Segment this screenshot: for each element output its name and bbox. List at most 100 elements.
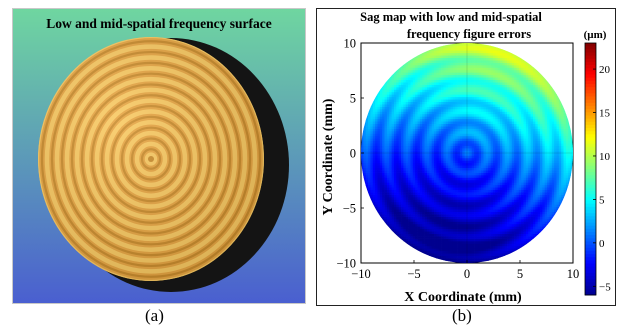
- heatmap-cell: [403, 192, 407, 195]
- heatmap-cell: [441, 123, 444, 127]
- heatmap-cell: [471, 79, 475, 83]
- heatmap-cell: [368, 184, 371, 188]
- heatmap-cell: [504, 238, 508, 242]
- heatmap-cell: [417, 238, 421, 242]
- heatmap-cell: [445, 206, 449, 210]
- heatmap-cell: [434, 238, 437, 242]
- heatmap-cell: [443, 116, 447, 120]
- heatmap-cell: [497, 133, 501, 137]
- heatmap-cell: [490, 131, 494, 134]
- heatmap-cell: [476, 153, 480, 156]
- heatmap-cell: [415, 167, 418, 171]
- heatmap-cell: [462, 175, 465, 178]
- heatmap-cell: [488, 67, 491, 71]
- heatmap-cell: [495, 206, 498, 210]
- heatmap-cell: [424, 140, 428, 144]
- heatmap-cell: [391, 77, 395, 81]
- heatmap-cell: [382, 116, 385, 120]
- heatmap-cell: [434, 47, 437, 51]
- heatmap-cell: [471, 72, 475, 76]
- heatmap-cell: [467, 145, 470, 149]
- heatmap-cell: [462, 194, 465, 198]
- heatmap-cell: [415, 133, 418, 137]
- heatmap-cell: [450, 209, 454, 213]
- heatmap-cell: [488, 199, 491, 203]
- heatmap-cell: [452, 79, 456, 83]
- heatmap-cell: [499, 250, 503, 254]
- heatmap-cell: [441, 238, 444, 242]
- heatmap-cell: [417, 116, 421, 120]
- heatmap-cell: [459, 182, 463, 186]
- heatmap-cell: [436, 109, 440, 112]
- heatmap-cell: [471, 135, 475, 139]
- heatmap-cell: [495, 77, 498, 81]
- heatmap-cell: [405, 96, 409, 100]
- heatmap-cell: [361, 148, 364, 151]
- heatmap-cell: [483, 101, 487, 105]
- heatmap-cell: [424, 116, 428, 120]
- heatmap-cell: [438, 253, 442, 257]
- heatmap-cell: [417, 113, 421, 117]
- heatmap-cell: [492, 138, 496, 142]
- heatmap-cell: [485, 96, 489, 100]
- heatmap-cell: [419, 113, 423, 117]
- heatmap-cell: [441, 245, 444, 249]
- heatmap-cell: [457, 50, 461, 54]
- heatmap-cell: [445, 223, 449, 227]
- heatmap-cell: [398, 96, 402, 100]
- heatmap-cell: [424, 211, 428, 215]
- heatmap-cell: [372, 106, 376, 110]
- heatmap-cell: [462, 192, 465, 195]
- heatmap-cell: [438, 133, 442, 137]
- heatmap-cell: [398, 126, 402, 129]
- heatmap-cell: [408, 231, 411, 235]
- heatmap-cell: [443, 258, 447, 261]
- heatmap-cell: [507, 145, 510, 149]
- heatmap-cell: [492, 62, 496, 66]
- heatmap-cell: [389, 201, 392, 205]
- heatmap-cell: [502, 153, 506, 156]
- heatmap-cell: [415, 145, 418, 149]
- heatmap-cell: [419, 182, 423, 186]
- heatmap-cell: [459, 57, 463, 61]
- heatmap-cell: [415, 111, 418, 115]
- heatmap-cell: [488, 150, 491, 154]
- heatmap-cell: [415, 153, 418, 156]
- heatmap-cell: [429, 223, 433, 227]
- heatmap-cell: [476, 79, 480, 83]
- heatmap-cell: [408, 148, 411, 151]
- heatmap-cell: [443, 175, 447, 178]
- heatmap-cell: [408, 87, 411, 90]
- heatmap-cell: [415, 221, 418, 225]
- heatmap-cell: [483, 99, 487, 103]
- heatmap-cell: [441, 74, 444, 78]
- heatmap-cell: [403, 160, 407, 164]
- heatmap-cell: [488, 106, 491, 110]
- heatmap-cell: [431, 236, 435, 239]
- heatmap-cell: [386, 165, 390, 169]
- heatmap-cell: [507, 157, 510, 161]
- heatmap-cell: [410, 201, 414, 205]
- heatmap-cell: [485, 209, 489, 213]
- heatmap-cell: [459, 231, 463, 235]
- heatmap-cell: [434, 67, 437, 71]
- heatmap-cell: [429, 231, 433, 235]
- heatmap-cell: [405, 184, 409, 188]
- heatmap-cell: [495, 194, 498, 198]
- heatmap-cell: [471, 94, 475, 98]
- heatmap-cell: [436, 111, 440, 115]
- heatmap-cell: [396, 140, 400, 144]
- heatmap-cell: [379, 143, 383, 147]
- heatmap-cell: [438, 148, 442, 151]
- heatmap-cell: [422, 219, 425, 222]
- heatmap-cell: [457, 67, 461, 71]
- heatmap-cell: [443, 162, 447, 166]
- heatmap-cell: [419, 236, 423, 239]
- heatmap-cell: [469, 106, 473, 110]
- heatmap-cell: [504, 57, 508, 61]
- heatmap-cell: [424, 128, 428, 132]
- heatmap-cell: [469, 219, 473, 222]
- heatmap-cell: [462, 52, 465, 56]
- heatmap-cell: [455, 43, 458, 46]
- heatmap-cell: [457, 182, 461, 186]
